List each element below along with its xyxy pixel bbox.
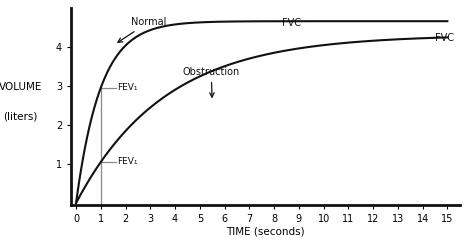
Text: Obstruction: Obstruction (182, 67, 240, 97)
Text: FVC: FVC (282, 18, 301, 28)
Text: FEV₁: FEV₁ (117, 83, 137, 92)
Text: Normal: Normal (118, 17, 166, 42)
Text: VOLUME: VOLUME (0, 82, 42, 92)
Text: FVC: FVC (435, 33, 454, 43)
Text: FEV₁: FEV₁ (117, 158, 137, 166)
X-axis label: TIME (seconds): TIME (seconds) (226, 227, 305, 237)
Text: (liters): (liters) (3, 111, 38, 121)
